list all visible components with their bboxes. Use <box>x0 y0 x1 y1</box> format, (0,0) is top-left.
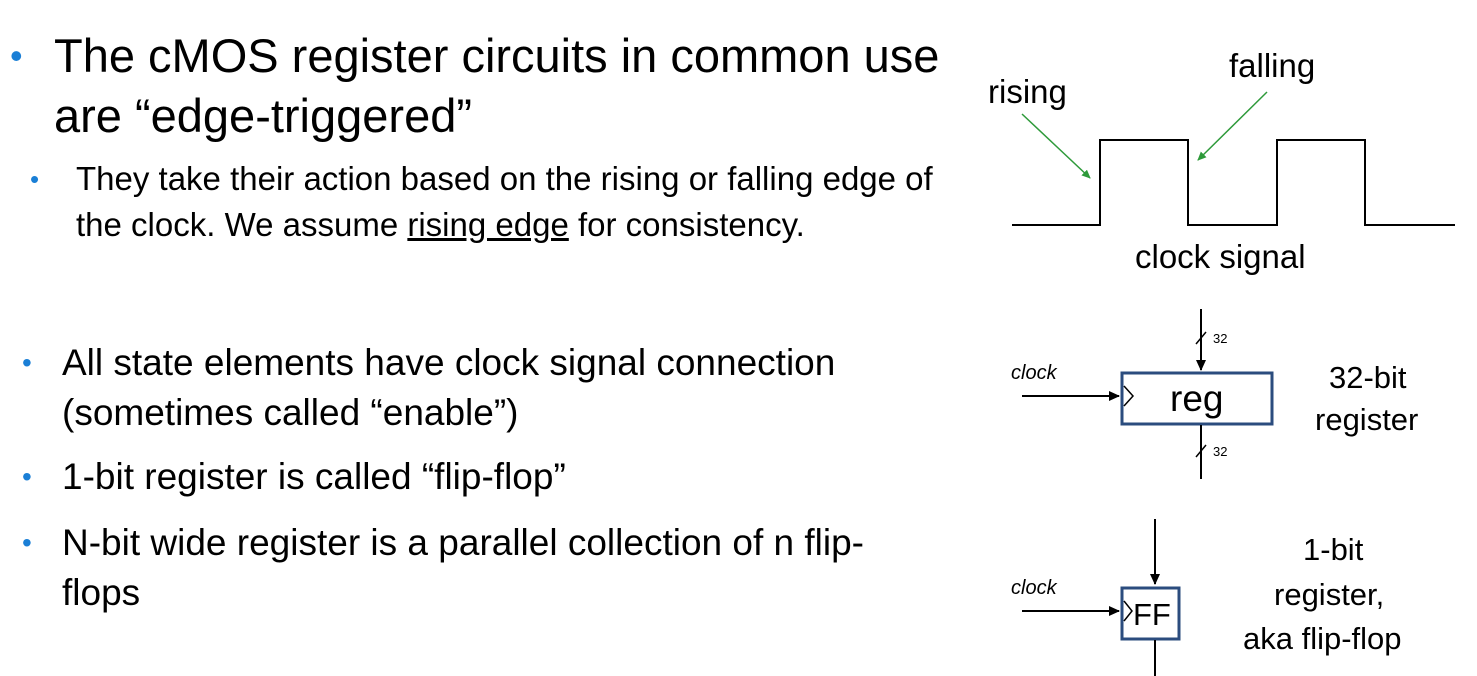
flipflop-diagram: FF clock 1-bit register, aka flip-flop <box>1011 519 1402 676</box>
text-after: for consistency. <box>568 206 805 243</box>
flipflop-box <box>1120 586 1181 641</box>
bullet-text: All state elements have clock signal con… <box>62 342 836 433</box>
clock-waveform: rising falling clock signal <box>988 47 1455 275</box>
falling-label: falling <box>1229 47 1315 84</box>
flipflop-desc-line2: register, <box>1274 577 1384 612</box>
flipflop-box-label: FF <box>1133 597 1171 632</box>
bullet-text: 1-bit register is called “flip-flop” <box>62 456 566 497</box>
register-desc-line1: 32-bit <box>1329 360 1407 395</box>
falling-arrow <box>1197 91 1268 161</box>
register-clock-label: clock <box>1011 362 1058 384</box>
output-width-label: 32 <box>1213 444 1227 459</box>
clock-signal-caption: clock signal <box>1135 238 1306 275</box>
bus-width-slash-in <box>1195 331 1207 345</box>
input-width-label: 32 <box>1213 331 1227 346</box>
bullet-marker: • <box>22 347 32 378</box>
flipflop-clock-triangle <box>1123 600 1133 622</box>
text-before: They take their action based on the risi… <box>76 160 933 243</box>
bullet-marker: • <box>22 527 32 558</box>
rising-label: rising <box>988 73 1067 110</box>
register-desc-line2: register <box>1315 402 1418 437</box>
rising-arrow <box>1021 113 1091 179</box>
register-box-label: reg <box>1170 378 1223 419</box>
register-diagram: 32 reg clock 32 32-bit register <box>1011 309 1418 479</box>
bus-width-slash-out <box>1195 444 1207 458</box>
underlined-rising-edge: rising edge <box>407 206 569 243</box>
flipflop-clock-label: clock <box>1011 577 1058 599</box>
register-box <box>1120 371 1274 426</box>
flipflop-desc-line1: 1-bit <box>1303 532 1364 567</box>
bullet-marker: • <box>10 35 23 76</box>
bullet-marker: • <box>30 164 40 194</box>
flipflop-desc-line3: aka flip-flop <box>1243 621 1402 656</box>
bullet-text: They take their action based on the risi… <box>76 156 936 248</box>
bullet-text: The cMOS register circuits in common use… <box>54 29 940 142</box>
clock-signal-line <box>1012 139 1455 226</box>
bullet-marker: • <box>22 461 32 492</box>
bullet-text: N-bit wide register is a parallel collec… <box>62 522 865 613</box>
register-clock-triangle <box>1123 385 1135 407</box>
